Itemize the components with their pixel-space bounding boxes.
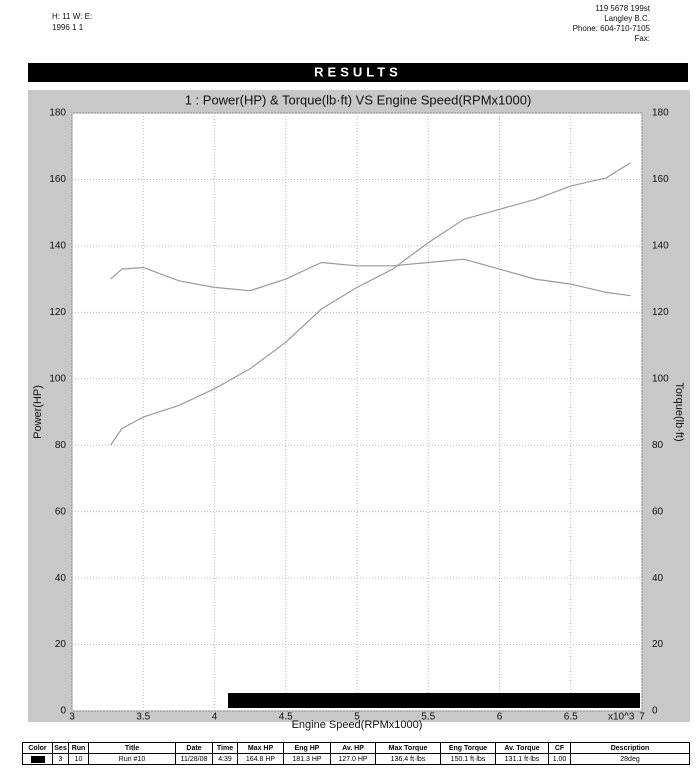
y-tick-label: 120 bbox=[49, 307, 66, 318]
header-right: 119 5678 199st bbox=[595, 4, 650, 13]
x-axis-label: Engine Speed(RPMx1000) bbox=[292, 719, 423, 731]
table-cell: 164.8 HP bbox=[237, 753, 284, 765]
y2-tick-label: 100 bbox=[652, 373, 669, 384]
y-tick-label: 0 bbox=[60, 706, 66, 717]
overlay-bar bbox=[228, 693, 640, 708]
column-header: Title bbox=[88, 742, 176, 754]
table-header: Color Ses Run Title Date Time Max HP Eng HP Av. … bbox=[22, 742, 690, 754]
table-cell: 136.4 ft·lbs bbox=[375, 753, 441, 765]
table-cell: 131.1 ft·lbs bbox=[495, 753, 549, 765]
y-tick-label: 100 bbox=[49, 373, 66, 384]
column-header: Av. Torque bbox=[495, 742, 549, 754]
y2-tick-label: 180 bbox=[652, 108, 669, 119]
column-header: Color bbox=[22, 742, 53, 754]
column-header: CF bbox=[548, 742, 571, 754]
column-header: Av. HP bbox=[330, 742, 376, 754]
table-cell: 150.1 ft·lbs bbox=[440, 753, 496, 765]
column-header: Eng Torque bbox=[440, 742, 496, 754]
banner bbox=[28, 63, 688, 82]
y-tick-label: 140 bbox=[49, 241, 66, 252]
table-cell: 11/28/08 bbox=[175, 753, 213, 765]
column-header: Eng HP bbox=[283, 742, 331, 754]
x-multiplier: x10^3 bbox=[608, 712, 635, 723]
x-tick-label: 4 bbox=[212, 712, 218, 723]
y-tick-label: 20 bbox=[55, 639, 67, 650]
table-row: 3 10 Run #10 11/28/08 4:39 164.8 HP 181.3 HP 12… bbox=[22, 753, 690, 765]
line-series bbox=[110, 162, 631, 446]
y-tick-label: 160 bbox=[49, 174, 66, 185]
table-cell: 10 bbox=[68, 753, 89, 765]
column-header: Max HP bbox=[237, 742, 284, 754]
x-tick-label: 4.5 bbox=[279, 712, 293, 723]
table-cell: 181.3 HP bbox=[283, 753, 331, 765]
table-cell: 3 bbox=[52, 753, 69, 765]
header-left: 1996 1 1 bbox=[52, 23, 84, 32]
table-cell: 28deg bbox=[570, 753, 690, 765]
table-cell: 127.0 HP bbox=[330, 753, 376, 765]
table-cell: 4:39 bbox=[212, 753, 238, 765]
y2-tick-label: 20 bbox=[652, 639, 664, 650]
results-table: Color Ses Run Title Date Time Max HP Eng HP Av. … bbox=[22, 742, 690, 765]
y2-tick-label: 80 bbox=[652, 440, 664, 451]
banner-text: RESULTS bbox=[314, 64, 402, 79]
x-tick-label: 3 bbox=[69, 712, 75, 723]
y-axis-label: Power(HP) bbox=[32, 385, 44, 439]
x-tick-label: 5 bbox=[354, 712, 360, 723]
chart: H: 11 W: E: 1996 1 1 119 5678 199st Lang… bbox=[28, 4, 690, 731]
column-header: Time bbox=[212, 742, 238, 754]
y-tick-label: 180 bbox=[49, 108, 66, 119]
column-header: Date bbox=[175, 742, 213, 754]
y-tick-label: 80 bbox=[55, 440, 67, 451]
color-cell bbox=[22, 753, 53, 765]
column-header: Description bbox=[570, 742, 690, 754]
table-cell: 1.00 bbox=[548, 753, 571, 765]
color-swatch bbox=[30, 755, 45, 763]
header-right: Phone: 604-710-7105 bbox=[573, 24, 651, 33]
column-header: Run bbox=[68, 742, 89, 754]
y2-tick-label: 140 bbox=[652, 241, 669, 252]
y2-tick-label: 60 bbox=[652, 506, 664, 517]
header-right: Langley B.C. bbox=[604, 14, 650, 23]
header-left: H: 11 W: E: bbox=[52, 12, 92, 21]
header-right: Fax: bbox=[634, 34, 650, 43]
x-tick-label: 5.5 bbox=[421, 712, 435, 723]
y2-tick-label: 0 bbox=[652, 706, 658, 717]
table-body: 3 10 Run #10 11/28/08 4:39 164.8 HP 181.3 HP 12… bbox=[22, 753, 690, 765]
x-tick-label: 7 bbox=[639, 712, 645, 723]
y2-tick-label: 160 bbox=[652, 174, 669, 185]
y-tick-label: 40 bbox=[55, 573, 67, 584]
chart-title: 1 : Power(HP) & Torque(lb·ft) VS Engine … bbox=[185, 92, 532, 107]
y2-axis-label: Torque(lb·ft) bbox=[673, 382, 685, 441]
y2-tick-label: 120 bbox=[652, 307, 669, 318]
line-series bbox=[110, 258, 631, 297]
y-tick-label: 60 bbox=[55, 506, 67, 517]
column-header: Max Torque bbox=[375, 742, 441, 754]
table-cell: Run #10 bbox=[88, 753, 176, 765]
column-header: Ses bbox=[52, 742, 69, 754]
x-tick-label: 6 bbox=[497, 712, 503, 723]
y2-tick-label: 40 bbox=[652, 573, 664, 584]
x-tick-label: 3.5 bbox=[136, 712, 150, 723]
x-tick-label: 6.5 bbox=[564, 712, 578, 723]
